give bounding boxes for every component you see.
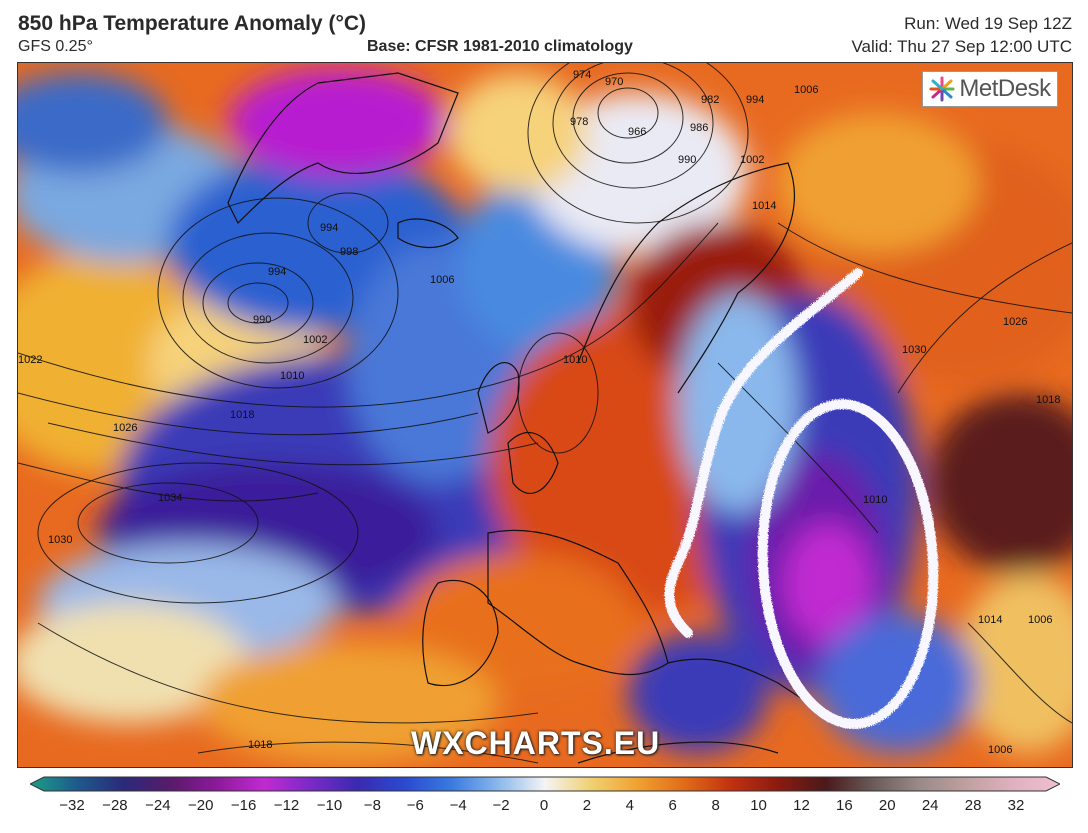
isobar-label: 1026 xyxy=(113,422,137,434)
sparkle-logo-icon xyxy=(929,76,955,102)
isobar-label: 1010 xyxy=(863,494,887,506)
isobar-label: 1002 xyxy=(303,334,327,346)
isobar-label: 1006 xyxy=(430,274,454,286)
hand-drawn-annotation xyxy=(664,268,939,729)
isobar-label: 998 xyxy=(340,246,358,258)
isobar-label: 1018 xyxy=(248,739,272,751)
colorbar-tick-label: −8 xyxy=(363,797,381,814)
isobar-label: 986 xyxy=(690,122,708,134)
colorbar-tick-label: 0 xyxy=(539,797,549,814)
colorbar-tick-label: 20 xyxy=(878,797,896,814)
metdesk-logo: MetDesk xyxy=(922,71,1058,107)
isobar-label: 1026 xyxy=(1003,316,1027,328)
isobar-label: 994 xyxy=(746,94,764,106)
isobar-label: 1010 xyxy=(280,370,304,382)
colorbar-tick-label: −6 xyxy=(406,797,424,814)
colorbar-tick-label: 24 xyxy=(921,797,939,814)
colorbar-tick-label: 16 xyxy=(836,797,853,814)
colorbar-tick-label: 4 xyxy=(625,797,634,814)
isobar-label: 1022 xyxy=(18,354,42,366)
base-climatology-label: Base: CFSR 1981-2010 climatology xyxy=(367,38,633,55)
colorbar-tick-label: 32 xyxy=(1007,797,1025,814)
anomaly-map[interactable]: 974 970 966 978 982 986 990 994 1002 100… xyxy=(17,62,1073,768)
isobar-label: 990 xyxy=(253,314,271,326)
isobar-label: 1014 xyxy=(978,614,1002,626)
isobar-label: 982 xyxy=(701,94,719,106)
isobar-label: 1014 xyxy=(752,200,776,212)
colorbar-tick-label: −10 xyxy=(316,797,343,814)
isobar-label: 1006 xyxy=(988,744,1012,756)
wxcharts-watermark: WXCHARTS.EU xyxy=(411,725,661,761)
isobar-label: 1010 xyxy=(563,354,587,366)
coastlines xyxy=(227,72,869,764)
colorbar-tick-label: −4 xyxy=(449,797,467,814)
isobar-label: 970 xyxy=(605,76,623,88)
isobar-label: 978 xyxy=(570,116,588,128)
isobar-label: 994 xyxy=(268,266,286,278)
isobar-label: 1018 xyxy=(1036,394,1060,406)
isobar-label: 1034 xyxy=(158,492,182,504)
colorbar-tick-label: −16 xyxy=(230,797,257,814)
colorbar xyxy=(30,776,1060,792)
isobar-labels: 974 970 966 978 982 986 990 994 1002 100… xyxy=(18,69,1060,756)
isobar-label: 1030 xyxy=(48,534,72,546)
colorbar-tick-label: 12 xyxy=(793,797,810,814)
isobar-label: 1030 xyxy=(902,344,926,356)
isobar-label: 994 xyxy=(320,222,338,234)
colorbar-tick-labels: −32 −28 −24 −20 −16 −12 −10 −8 −6 −4 −2 0 2 4 6 8 10 12 16… xyxy=(0,797,1088,819)
logo-text: MetDesk xyxy=(959,75,1051,102)
colorbar-tick-label: 6 xyxy=(668,797,677,814)
isobar-label: 1006 xyxy=(794,84,818,96)
isobar-label: 1002 xyxy=(740,154,764,166)
colorbar-tick-label: 10 xyxy=(750,797,767,814)
isobar-label: 990 xyxy=(678,154,696,166)
colorbar-tick-label: −2 xyxy=(492,797,510,814)
colorbar-tick-label: 8 xyxy=(711,797,720,814)
valid-time-label: Valid: Thu 27 Sep 12:00 UTC xyxy=(851,37,1072,56)
colorbar-tick-label: 28 xyxy=(964,797,982,814)
run-time-label: Run: Wed 19 Sep 12Z xyxy=(904,14,1072,33)
isobar-label: 1018 xyxy=(230,409,254,421)
isobar-label: 974 xyxy=(573,69,591,81)
colorbar-tick-label: −28 xyxy=(102,797,128,814)
chart-title: 850 hPa Temperature Anomaly (°C) xyxy=(18,12,366,35)
colorbar-tick-label: −32 xyxy=(59,797,85,814)
isobar-lines xyxy=(18,63,1072,764)
model-label: GFS 0.25° xyxy=(18,38,93,55)
colorbar-gradient xyxy=(30,776,1060,792)
isobar-label: 966 xyxy=(628,126,646,138)
map-canvas: 974 970 966 978 982 986 990 994 1002 100… xyxy=(18,63,1072,767)
colorbar-tick-label: −12 xyxy=(273,797,300,814)
colorbar-tick-label: 2 xyxy=(582,797,592,814)
isobar-label: 1006 xyxy=(1028,614,1052,626)
colorbar-tick-label: −24 xyxy=(145,797,171,814)
colorbar-tick-label: −20 xyxy=(187,797,214,814)
